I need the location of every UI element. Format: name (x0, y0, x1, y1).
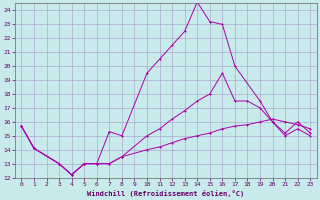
X-axis label: Windchill (Refroidissement éolien,°C): Windchill (Refroidissement éolien,°C) (87, 190, 244, 197)
